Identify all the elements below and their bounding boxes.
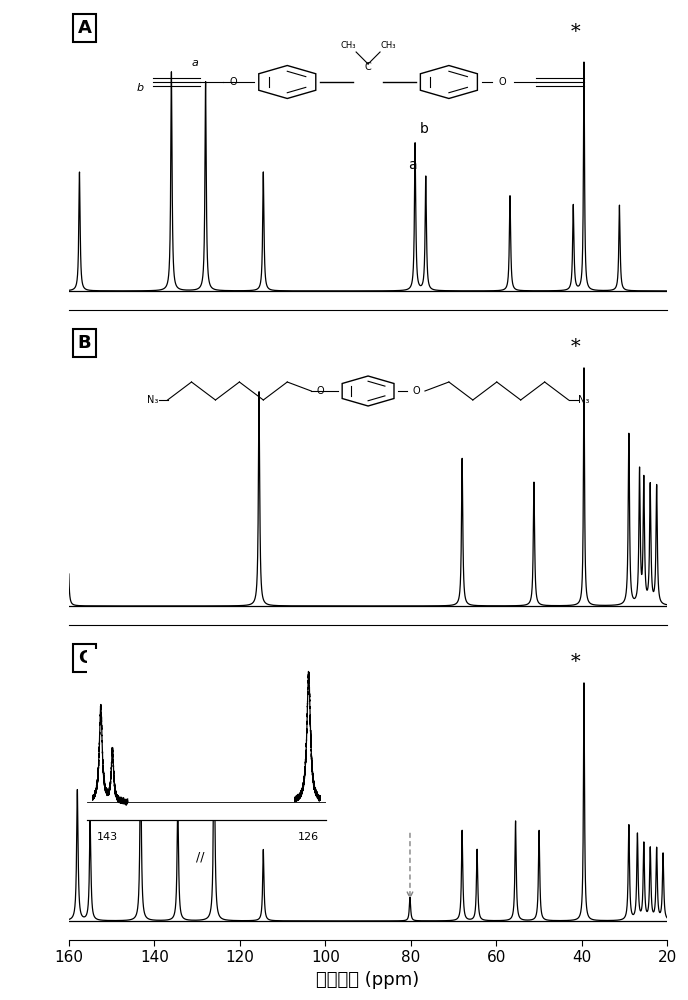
Text: B: B: [78, 334, 92, 352]
Text: *: *: [570, 23, 580, 41]
Text: O: O: [412, 386, 420, 396]
Text: N₃: N₃: [578, 395, 589, 405]
Text: O: O: [499, 77, 506, 87]
Text: CH₃: CH₃: [341, 41, 356, 50]
Text: a: a: [191, 57, 198, 68]
Text: C: C: [78, 649, 91, 667]
Text: b: b: [420, 122, 428, 136]
Text: O: O: [316, 386, 324, 396]
Text: CH₃: CH₃: [380, 41, 396, 50]
Text: A: A: [78, 19, 92, 37]
Text: C: C: [365, 62, 372, 72]
Text: / \: / \: [224, 671, 234, 681]
Text: C   N: C N: [111, 683, 134, 693]
Text: N=N: N=N: [237, 656, 259, 666]
Text: \~/: \~/: [117, 669, 129, 678]
Text: N₃: N₃: [147, 395, 158, 405]
Text: H: H: [248, 698, 256, 708]
Text: ~~ C: ~~ C: [105, 692, 131, 702]
Text: N   C: N C: [219, 683, 242, 693]
Text: a: a: [409, 158, 417, 172]
Text: *: *: [570, 338, 580, 356]
X-axis label: 化学位移 (ppm): 化学位移 (ppm): [316, 971, 420, 989]
Text: ~~  C: ~~ C: [219, 692, 248, 702]
Text: *: *: [570, 653, 580, 671]
Text: O: O: [230, 77, 237, 87]
Text: b: b: [137, 83, 144, 93]
Text: N=N: N=N: [129, 656, 151, 666]
Text: / \: / \: [117, 671, 127, 681]
